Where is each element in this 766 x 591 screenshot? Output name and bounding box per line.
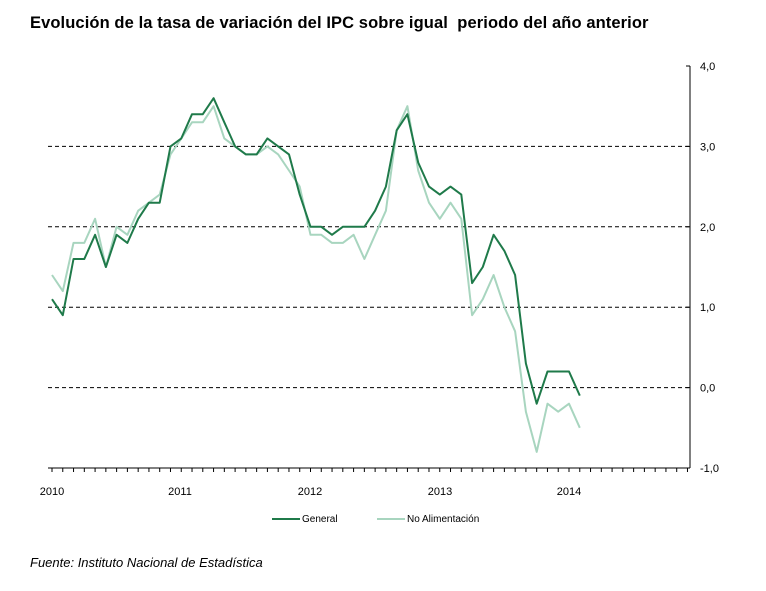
y-tick-label: 0,0 (700, 383, 715, 395)
series-line-no-alimentación (51, 105, 581, 453)
x-tick-label: 2014 (557, 486, 581, 498)
x-tick-label: 2011 (168, 486, 192, 498)
x-axis-ticks: 2010 2011 2012 2013 2014 (40, 468, 688, 498)
gridlines (48, 145, 690, 389)
x-tick-label: 2012 (298, 486, 322, 498)
y-tick-label: -1,0 (700, 463, 719, 475)
series-line-general (51, 97, 581, 405)
y-tick-label: 2,0 (700, 222, 715, 234)
series-lines (51, 97, 581, 453)
source-note: Fuente: Instituto Nacional de Estadístic… (30, 555, 263, 570)
legend-label: No Alimentación (407, 514, 479, 525)
chart-title: Evolución de la tasa de variación del IP… (30, 14, 649, 32)
legend-label: General (302, 514, 338, 525)
legend: General No Alimentación (272, 514, 479, 525)
x-tick-label: 2010 (40, 486, 64, 498)
y-tick-label: 4,0 (700, 61, 715, 73)
y-tick-label: 1,0 (700, 302, 715, 314)
x-tick-label: 2013 (428, 486, 452, 498)
y-tick-label: 3,0 (700, 141, 715, 153)
y-axis-ticks: 4,0 3,0 2,0 1,0 0,0 -1,0 (686, 61, 719, 475)
axes (48, 66, 691, 469)
